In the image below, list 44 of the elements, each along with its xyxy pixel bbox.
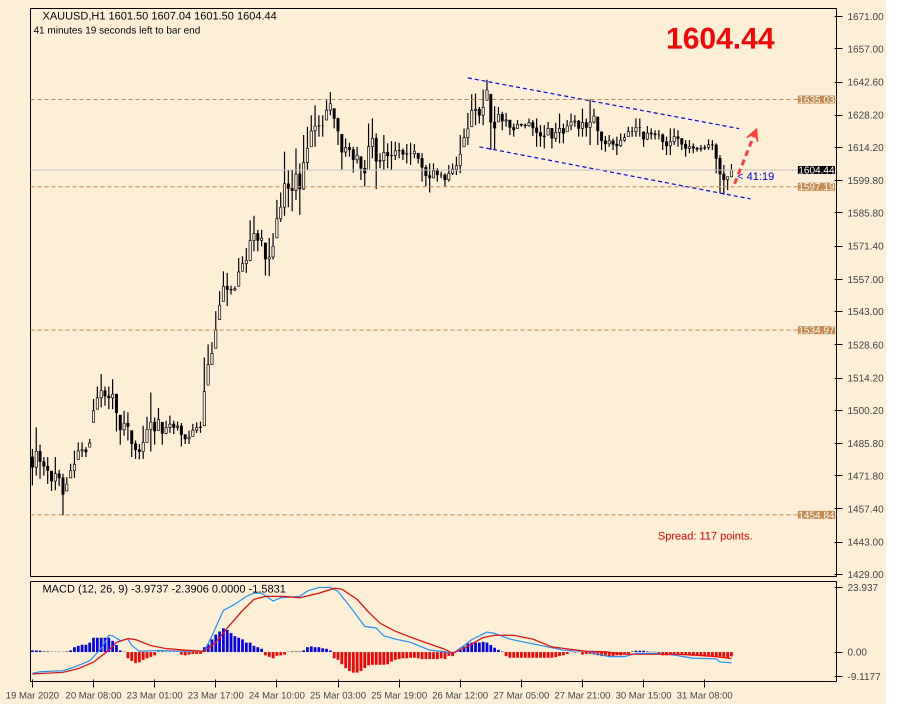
x-tick-label: 19 Mar 2020: [6, 690, 60, 702]
y-tick-label: 1514.20: [848, 374, 884, 385]
chart-title: MACD (12, 26, 9) -3.9737 -2.3906 0.0000 -1.5831: [42, 584, 286, 596]
annotation: < 41:19: [737, 170, 774, 183]
x-tick-label: 31 Mar 08:00: [676, 690, 733, 702]
ref-line-label: 1597.19: [798, 182, 835, 194]
y-tick-label: 1628.20: [848, 110, 884, 122]
annotation: Spread: 117 points.: [658, 530, 753, 542]
y-tick-label: -9.1177: [848, 672, 882, 684]
y-tick-label: 1614.20: [848, 143, 884, 154]
x-tick-label: 27 Mar 21:00: [554, 690, 610, 702]
annotation: 1604.44: [666, 22, 775, 56]
y-tick-label: 1528.60: [848, 340, 884, 352]
x-tick-label: 23 Mar 01:00: [126, 690, 183, 702]
x-tick-label: 26 Mar 12:00: [432, 690, 488, 702]
text: 41 minutes 19 seconds left to bar end: [34, 26, 200, 36]
x-tick-label: 25 Mar 03:00: [310, 690, 366, 702]
ref-line-label: 1635.03: [798, 94, 835, 106]
x-tick-label: 24 Mar 10:00: [248, 690, 305, 702]
x-tick-label: 20 Mar 08:00: [66, 690, 122, 702]
y-tick-label: 1657.00: [848, 44, 884, 56]
y-tick-label: 1585.80: [848, 208, 884, 220]
y-tick-label: 1443.00: [848, 538, 884, 549]
x-tick-label: 30 Mar 15:00: [616, 690, 672, 702]
y-tick-label: 0.00: [848, 648, 868, 659]
y-tick-label: 1485.80: [848, 438, 884, 450]
ref-line-label: 1534.97: [798, 326, 835, 337]
x-tick-label: 23 Mar 17:00: [188, 690, 244, 702]
x-tick-label: 25 Mar 19:00: [371, 690, 428, 702]
y-tick-label: 1557.00: [848, 274, 884, 286]
y-tick-label: 1457.40: [848, 504, 884, 516]
y-tick-label: 1571.40: [848, 242, 884, 253]
x-tick-label: 27 Mar 05:00: [493, 690, 550, 702]
chart-title: XAUUSD,H1 1601.50 1607.04 1601.50 1604.44: [42, 10, 277, 22]
y-tick-label: 1642.60: [848, 78, 884, 89]
y-tick-label: 1543.00: [848, 307, 884, 318]
y-tick-label: 1429.00: [848, 570, 884, 581]
y-tick-label: 1671.00: [848, 12, 884, 24]
ref-line-label: 1604.44: [798, 166, 835, 176]
y-tick-label: 1500.20: [848, 406, 884, 417]
ref-line-label: 1454.84: [798, 510, 835, 522]
y-tick-label: 1471.80: [848, 471, 884, 482]
y-tick-label: 23.937: [848, 582, 879, 594]
y-tick-label: 1599.80: [848, 176, 884, 188]
